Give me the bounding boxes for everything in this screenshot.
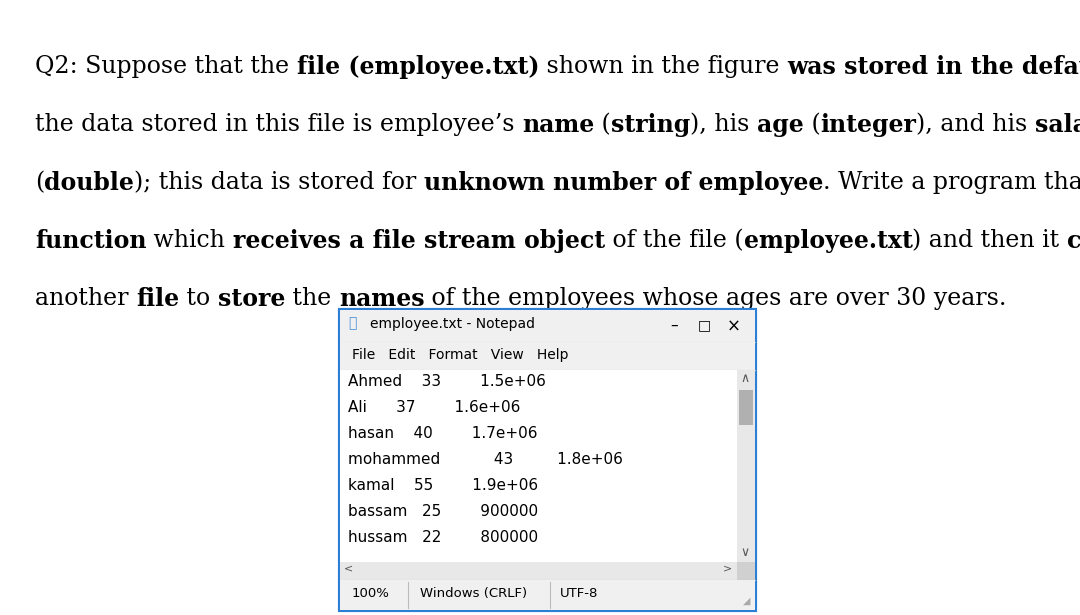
Text: age: age xyxy=(757,113,804,137)
Text: <: < xyxy=(345,563,353,573)
Text: ◢: ◢ xyxy=(743,596,751,606)
FancyBboxPatch shape xyxy=(340,370,737,562)
Text: names: names xyxy=(339,287,424,311)
Text: unknown number of employee: unknown number of employee xyxy=(423,171,823,195)
Text: another: another xyxy=(35,287,136,310)
Text: hussam   22        800000: hussam 22 800000 xyxy=(348,530,538,545)
Text: mohammed           43         1.8e+06: mohammed 43 1.8e+06 xyxy=(348,452,623,467)
Text: ), his: ), his xyxy=(690,113,757,136)
Text: ), and his: ), and his xyxy=(917,113,1036,136)
Text: 100%: 100% xyxy=(352,587,390,600)
Text: the: the xyxy=(285,287,339,310)
Text: File   Edit   Format   View   Help: File Edit Format View Help xyxy=(352,348,568,362)
Text: to: to xyxy=(179,287,218,310)
FancyBboxPatch shape xyxy=(340,580,755,610)
Text: string: string xyxy=(611,113,690,137)
Text: employee.txt - Notepad: employee.txt - Notepad xyxy=(370,317,535,331)
Text: function: function xyxy=(35,229,147,253)
Text: double: double xyxy=(44,171,134,195)
Text: was stored in the default path,: was stored in the default path, xyxy=(787,55,1080,79)
Text: receives a file stream object: receives a file stream object xyxy=(233,229,605,253)
Text: (: ( xyxy=(594,113,611,136)
Text: UTF-8: UTF-8 xyxy=(561,587,598,600)
Text: the data stored in this file is employee’s: the data stored in this file is employee… xyxy=(35,113,522,136)
Text: name: name xyxy=(522,113,594,137)
Text: integer: integer xyxy=(821,113,917,137)
Text: □: □ xyxy=(698,318,711,332)
FancyBboxPatch shape xyxy=(340,562,737,580)
Text: bassam   25        900000: bassam 25 900000 xyxy=(348,504,538,519)
FancyBboxPatch shape xyxy=(340,310,755,342)
Text: >: > xyxy=(723,563,732,573)
Text: . Write a program that uses a: . Write a program that uses a xyxy=(823,171,1080,194)
Text: kamal    55        1.9e+06: kamal 55 1.9e+06 xyxy=(348,478,538,493)
Text: file (employee.txt): file (employee.txt) xyxy=(297,55,539,79)
Text: (: ( xyxy=(804,113,821,136)
Text: file: file xyxy=(136,287,179,311)
Text: which: which xyxy=(147,229,233,252)
Text: ×: × xyxy=(727,318,741,336)
FancyBboxPatch shape xyxy=(340,342,755,370)
Text: creates: creates xyxy=(1067,229,1080,253)
Text: hasan    40        1.7e+06: hasan 40 1.7e+06 xyxy=(348,426,538,441)
FancyBboxPatch shape xyxy=(340,310,755,610)
Text: ); this data is stored for: ); this data is stored for xyxy=(134,171,423,194)
Text: –: – xyxy=(670,318,677,333)
Text: store: store xyxy=(218,287,285,311)
Text: of the file (: of the file ( xyxy=(605,229,744,252)
FancyBboxPatch shape xyxy=(737,370,755,562)
Text: salary: salary xyxy=(1036,113,1080,137)
Text: Ali      37        1.6e+06: Ali 37 1.6e+06 xyxy=(348,400,521,415)
FancyBboxPatch shape xyxy=(737,562,755,580)
Text: shown in the figure: shown in the figure xyxy=(539,55,787,78)
Text: ) and then it: ) and then it xyxy=(913,229,1067,252)
Text: of the employees whose ages are over 30 years.: of the employees whose ages are over 30 … xyxy=(424,287,1007,310)
Text: employee.txt: employee.txt xyxy=(744,229,913,253)
Text: 🗒: 🗒 xyxy=(348,316,356,330)
Text: Q2: Suppose that the: Q2: Suppose that the xyxy=(35,55,297,78)
Text: ∧: ∧ xyxy=(740,372,750,385)
FancyBboxPatch shape xyxy=(739,390,753,425)
Text: Ahmed    33        1.5e+06: Ahmed 33 1.5e+06 xyxy=(348,374,545,389)
Text: Windows (CRLF): Windows (CRLF) xyxy=(420,587,527,600)
Text: ∨: ∨ xyxy=(740,546,750,559)
Text: (: ( xyxy=(35,171,44,194)
